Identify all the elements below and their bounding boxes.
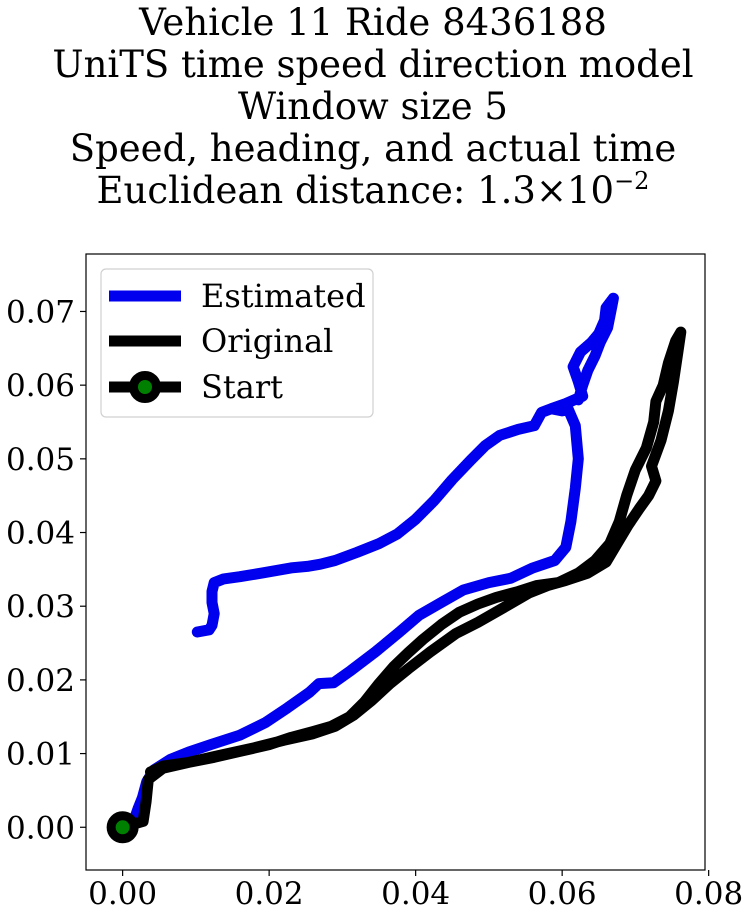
x-tick-label: 0.04 (381, 876, 450, 912)
legend-box (100, 268, 374, 418)
y-tick-label: 0.00 (6, 810, 75, 846)
y-tick-label: 0.04 (6, 516, 75, 552)
x-tick-label: 0.00 (88, 876, 157, 912)
x-tick-label: 0.02 (235, 876, 304, 912)
legend-label-start: Start (201, 368, 283, 406)
axis-ticks: 0.00 0.02 0.04 0.06 0.08 0.00 0.01 0.02 0.03 0.04… (6, 294, 743, 912)
title-distance-prefix: Euclidean distance: 1.3 (96, 169, 536, 212)
y-tick-label: 0.07 (6, 294, 75, 330)
y-tick-label: 0.03 (6, 589, 75, 625)
title-line-5: Euclidean distance: 1.3×10−2 (0, 167, 746, 212)
legend: Estimated Original Start (100, 268, 374, 418)
legend-label-original: Original (201, 322, 333, 360)
x-tick-label: 0.06 (528, 876, 597, 912)
title-distance-times: × (535, 169, 567, 212)
series-original-line (117, 326, 687, 833)
legend-start-marker (129, 371, 161, 403)
legend-label-estimated: Estimated (201, 277, 366, 315)
title-line-1: Vehicle 11 Ride 8436188 (139, 1, 607, 44)
y-tick-label: 0.05 (6, 442, 75, 478)
series-estimated-line (117, 292, 619, 833)
title-line-2: UniTS time speed direction model (52, 43, 694, 86)
y-tick-label: 0.06 (6, 368, 75, 404)
y-tick-label: 0.01 (6, 737, 75, 773)
series-layer (106, 292, 687, 844)
x-tick-label: 0.08 (674, 876, 743, 912)
chart-title: Vehicle 11 Ride 8436188 UniTS time speed… (0, 2, 746, 212)
y-tick-label: 0.02 (6, 663, 75, 699)
title-distance-base: 10 (566, 169, 615, 212)
title-line-4: Speed, heading, and actual time (69, 127, 677, 170)
start-marker (106, 811, 139, 844)
title-line-3: Window size 5 (238, 85, 508, 128)
title-distance-exponent: −2 (614, 167, 650, 195)
